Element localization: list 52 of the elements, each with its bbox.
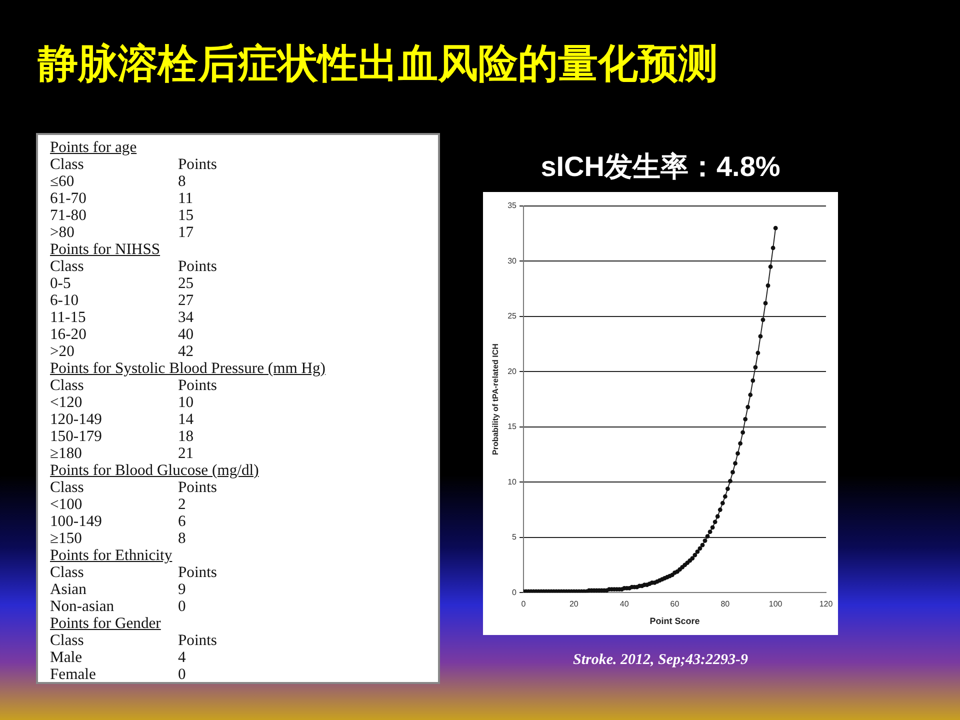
text: >20 42 (50, 343, 194, 360)
text: Male 4 (50, 649, 186, 666)
x-tick-label: 40 (620, 600, 630, 609)
text: 120-149 14 (50, 411, 194, 428)
y-tick-label: 15 (508, 422, 518, 432)
text: >80 17 (50, 224, 194, 241)
x-axis-title: Point Score (650, 616, 700, 626)
text: 61-70 11 (50, 190, 194, 207)
y-tick-label: 30 (508, 256, 518, 266)
text: Class Points (50, 258, 217, 275)
text: Asian 9 (50, 581, 186, 598)
text: ≥180 21 (50, 445, 194, 462)
text: 100-149 6 (50, 513, 186, 530)
text: 6-10 27 (50, 292, 194, 309)
y-tick-label: 20 (508, 366, 518, 376)
text: Female 0 (50, 666, 186, 683)
text: Points for age (50, 139, 137, 156)
y-tick-label: 10 (508, 477, 518, 486)
text: Points for NIHSS (50, 241, 160, 258)
text: 16-20 40 (50, 326, 194, 343)
chart-title: sICH发生率：4.8% (540, 150, 782, 184)
x-tick-label: 0 (521, 600, 526, 609)
x-tick-label: 20 (569, 600, 579, 609)
x-tick-label: 80 (720, 600, 730, 609)
text: Class Points (50, 564, 217, 581)
y-axis-title: Probability of tPA-related ICH (491, 343, 500, 456)
text: Class Points (50, 377, 217, 394)
text: ≤60 8 (50, 173, 186, 190)
x-tick-label: 120 (819, 600, 834, 609)
text: 150-179 18 (50, 428, 194, 445)
text: <120 10 (50, 394, 194, 411)
x-tick-label: 100 (768, 600, 783, 609)
text: 0-5 25 (50, 275, 194, 292)
x-tick-label: 60 (670, 600, 680, 609)
text: 71-80 15 (50, 207, 194, 224)
text: 静脉溶栓后症状性出血风险的量化预测 (38, 41, 718, 88)
text: 11-15 34 (50, 309, 194, 326)
text: Points for Blood Glucose (mg/dl) (50, 462, 259, 479)
y-tick-label: 5 (512, 532, 518, 542)
text: Points for Ethnicity (50, 547, 172, 564)
y-tick-label: 25 (508, 312, 518, 321)
y-tick-label: 35 (508, 201, 518, 210)
y-tick-label: 0 (512, 588, 518, 597)
text: ≥150 8 (50, 530, 186, 547)
text: Non-asian 0 (50, 598, 186, 615)
text: Class Points (50, 632, 217, 649)
text: Points for Systolic Blood Pressure (mm Hg) (50, 360, 326, 377)
text: Stroke. 2012, Sep;43:2293-9 (572, 652, 749, 669)
text: Class Points (50, 156, 217, 173)
text: <100 2 (50, 496, 186, 513)
text: Class Points (50, 479, 217, 496)
text: Points for Gender (50, 615, 161, 632)
